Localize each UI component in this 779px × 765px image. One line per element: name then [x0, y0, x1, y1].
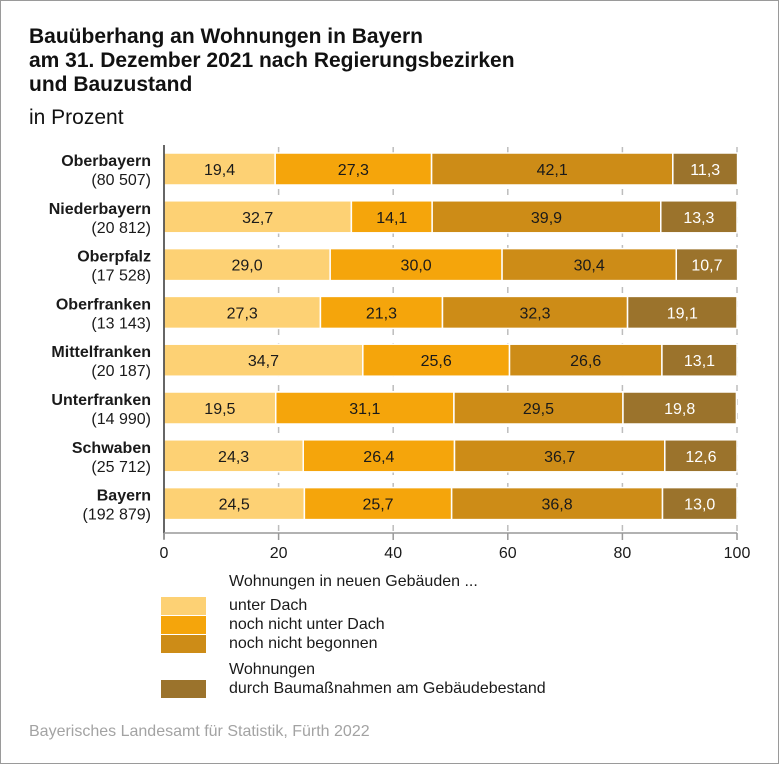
legend-swatch-noch-nicht-begonnen: [161, 635, 206, 653]
bar-segment: [508, 343, 663, 377]
bar-segment: [163, 439, 304, 473]
chart-title-line-3: und Bauzustand: [29, 73, 193, 96]
bar-segment: [664, 439, 738, 473]
bar-segment: [453, 439, 666, 473]
data-label: 13,3: [683, 210, 714, 227]
category-label: Mittelfranken: [51, 344, 151, 361]
chart-title-line-1: Bauüberhang an Wohnungen in Bayern: [29, 25, 423, 48]
data-label: 25,6: [421, 353, 452, 370]
chart-subtitle: in Prozent: [29, 106, 124, 129]
legend-swatch-noch-nicht-unter-dach: [161, 616, 206, 634]
category-count-label: (17 528): [91, 268, 151, 285]
bar-segment: [661, 486, 738, 521]
x-tick-label: 60: [499, 545, 517, 562]
data-label: 24,3: [218, 449, 249, 466]
data-label: 19,4: [204, 162, 235, 179]
data-label: 24,5: [219, 497, 250, 514]
bar-segment: [362, 343, 511, 377]
data-label: 29,5: [523, 401, 554, 418]
data-label: 13,1: [684, 353, 715, 370]
data-label: 30,4: [574, 258, 605, 275]
bar-segment: [163, 391, 277, 425]
legend-heading-existing-buildings: Wohnungen: [229, 661, 315, 678]
bar-segment: [303, 486, 453, 521]
bar-segment: [622, 391, 738, 425]
bar-segment: [501, 247, 678, 282]
category-label: Schwaben: [72, 440, 151, 457]
data-label: 26,6: [570, 353, 601, 370]
x-tick-label: 80: [614, 545, 632, 562]
bar-segment: [441, 295, 629, 330]
legend-swatch-gebaeudebestand: [161, 680, 206, 698]
x-tick-label: 40: [384, 545, 402, 562]
bar-segment: [626, 295, 738, 330]
bar-segment: [163, 343, 364, 377]
data-label: 27,3: [338, 162, 369, 179]
category-label: Oberpfalz: [77, 249, 151, 266]
legend-label: durch Baumaßnahmen am Gebäudebestand: [229, 680, 546, 697]
data-label: 12,6: [685, 449, 716, 466]
category-label: Oberbayern: [61, 153, 151, 170]
legend-heading-new-buildings: Wohnungen in neuen Gebäuden ...: [229, 573, 478, 590]
bar-segment: [660, 200, 738, 234]
bar-segment: [431, 200, 662, 234]
data-label: 32,3: [519, 305, 550, 322]
bar-segment: [319, 295, 444, 330]
chart-title: Bauüberhang an Wohnungen in Bayern am 31…: [29, 25, 515, 97]
x-tick-label: 100: [724, 545, 751, 562]
category-count-label: (25 712): [91, 459, 151, 476]
data-label: 11,3: [690, 162, 720, 179]
data-label: 36,7: [544, 449, 575, 466]
data-label: 10,7: [691, 258, 722, 275]
x-tick-label: 20: [270, 545, 288, 562]
category-count-label: (80 507): [91, 172, 151, 189]
data-label: 31,1: [349, 401, 380, 418]
data-label: 29,0: [232, 258, 263, 275]
bar-segment: [163, 295, 322, 330]
data-label: 36,8: [542, 497, 573, 514]
bar-segment: [163, 247, 331, 282]
data-label: 32,7: [242, 210, 273, 227]
data-label: 19,1: [667, 305, 698, 322]
x-tick-label: 0: [160, 545, 169, 562]
legend-label: noch nicht begonnen: [229, 635, 378, 652]
category-label: Oberfranken: [56, 296, 151, 313]
category-count-label: (192 879): [83, 507, 152, 524]
data-label: 34,7: [248, 353, 279, 370]
legend-label: unter Dach: [229, 597, 308, 614]
category-count-label: (13 143): [91, 315, 151, 332]
bar-segment: [661, 343, 738, 377]
category-count-label: (20 812): [91, 220, 151, 237]
bar-segment: [329, 247, 503, 282]
legend-swatch-unter-dach: [161, 597, 206, 615]
bar-segment: [672, 152, 739, 186]
bar-segment: [430, 152, 674, 186]
data-label: 19,5: [204, 401, 235, 418]
bar-segment: [675, 247, 739, 282]
data-label: 13,0: [684, 497, 715, 514]
category-label: Unterfranken: [51, 392, 151, 409]
data-label: 14,1: [376, 210, 407, 227]
category-count-label: (14 990): [91, 411, 151, 428]
bar-segment: [274, 152, 433, 186]
category-label: Niederbayern: [49, 201, 151, 218]
category-count-label: (20 187): [91, 363, 151, 380]
source-note: Bayerisches Landesamt für Statistik, Für…: [29, 723, 370, 740]
data-label: 27,3: [227, 305, 258, 322]
category-label: Bayern: [97, 488, 151, 505]
bar-segment: [350, 200, 433, 234]
chart-title-line-2: am 31. Dezember 2021 nach Regierungsbezi…: [29, 49, 515, 72]
data-label: 26,4: [363, 449, 394, 466]
legend-label: noch nicht unter Dach: [229, 616, 385, 633]
data-label: 39,9: [531, 210, 562, 227]
bar-segment: [302, 439, 456, 473]
data-label: 19,8: [664, 401, 695, 418]
data-label: 42,1: [537, 162, 568, 179]
data-label: 21,3: [366, 305, 397, 322]
data-label: 25,7: [362, 497, 393, 514]
data-label: 30,0: [401, 258, 432, 275]
